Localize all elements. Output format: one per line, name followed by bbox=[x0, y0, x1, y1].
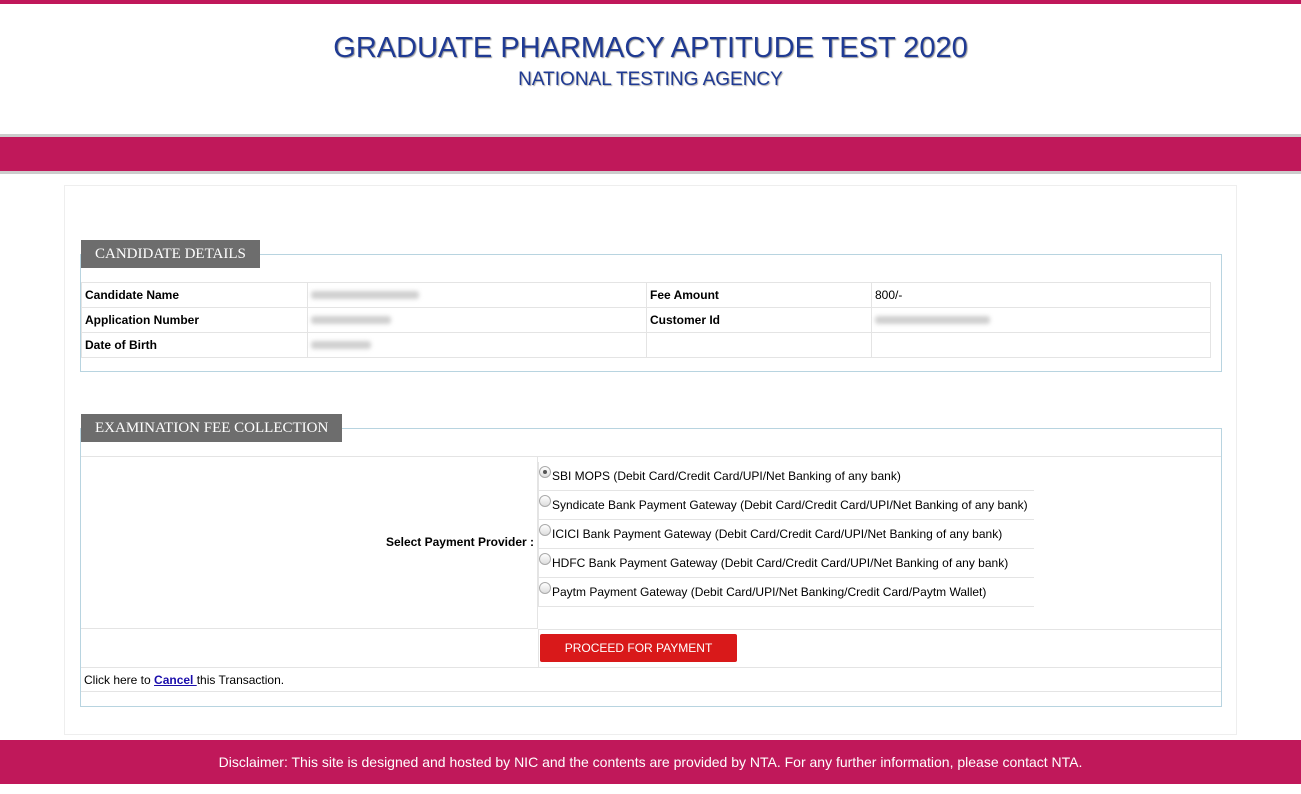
application-number-value bbox=[307, 307, 647, 333]
payment-option-label: Syndicate Bank Payment Gateway (Debit Ca… bbox=[552, 498, 1028, 512]
radio-button[interactable] bbox=[539, 553, 551, 565]
cancel-link[interactable]: Cancel bbox=[154, 673, 197, 687]
label: Application Number bbox=[81, 307, 308, 333]
empty-cell bbox=[871, 332, 1211, 358]
payment-option-label: Paytm Payment Gateway (Debit Card/UPI/Ne… bbox=[552, 585, 987, 599]
cancel-text: Click here to bbox=[84, 673, 155, 687]
proceed-for-payment-button[interactable]: PROCEED FOR PAYMENT bbox=[540, 634, 737, 662]
top-accent-bar bbox=[0, 0, 1301, 4]
empty-cell bbox=[646, 332, 872, 358]
select-provider-label: Select Payment Provider : bbox=[385, 535, 534, 549]
fee-collection-section: EXAMINATION FEE COLLECTION Select Paymen… bbox=[80, 414, 1222, 707]
payment-option[interactable]: Paytm Payment Gateway (Debit Card/UPI/Ne… bbox=[538, 578, 1034, 607]
provider-options: SBI MOPS (Debit Card/Credit Card/UPI/Net… bbox=[538, 462, 1034, 607]
candidate-details-section: CANDIDATE DETAILS Candidate Name Fee Amo… bbox=[80, 240, 1222, 372]
table-row: Candidate Name Fee Amount 800/- bbox=[81, 282, 1211, 308]
section-legend: EXAMINATION FEE COLLECTION bbox=[81, 414, 343, 442]
label: Candidate Name bbox=[81, 282, 308, 308]
payment-option[interactable]: ICICI Bank Payment Gateway (Debit Card/C… bbox=[538, 520, 1034, 549]
radio-button[interactable] bbox=[539, 582, 551, 594]
footer-disclaimer: Disclaimer: This site is designed and ho… bbox=[0, 740, 1301, 784]
radio-button[interactable] bbox=[539, 524, 551, 536]
payment-option[interactable]: Syndicate Bank Payment Gateway (Debit Ca… bbox=[538, 491, 1034, 520]
page-subtitle: NATIONAL TESTING AGENCY bbox=[518, 69, 783, 90]
payment-option-label: SBI MOPS (Debit Card/Credit Card/UPI/Net… bbox=[552, 469, 901, 483]
page-title: GRADUATE PHARMACY APTITUDE TEST 2020 bbox=[333, 32, 968, 64]
select-label-cell: Select Payment Provider : bbox=[81, 457, 538, 629]
payment-option-label: HDFC Bank Payment Gateway (Debit Card/Cr… bbox=[552, 556, 1009, 570]
cancel-row: Click here to Cancel this Transaction. bbox=[81, 667, 1221, 692]
cancel-text: this Transaction. bbox=[196, 673, 285, 687]
section-legend: CANDIDATE DETAILS bbox=[81, 240, 260, 268]
label: Fee Amount bbox=[646, 282, 872, 308]
radio-button[interactable] bbox=[539, 466, 551, 478]
payment-option-label: ICICI Bank Payment Gateway (Debit Card/C… bbox=[552, 527, 1003, 541]
main-content: CANDIDATE DETAILS Candidate Name Fee Amo… bbox=[64, 185, 1237, 735]
divider bbox=[538, 629, 1221, 630]
page-header: GRADUATE PHARMACY APTITUDE TEST 2020 NAT… bbox=[0, 4, 1301, 134]
payment-option[interactable]: HDFC Bank Payment Gateway (Debit Card/Cr… bbox=[538, 549, 1034, 578]
label: Customer Id bbox=[646, 307, 872, 333]
fee-amount-value: 800/- bbox=[871, 282, 1211, 308]
payment-option[interactable]: SBI MOPS (Debit Card/Credit Card/UPI/Net… bbox=[538, 462, 1034, 491]
divider bbox=[538, 629, 539, 667]
candidate-table: Candidate Name Fee Amount 800/- Applicat… bbox=[81, 282, 1211, 358]
customer-id-value bbox=[871, 307, 1211, 333]
label: Date of Birth bbox=[81, 332, 308, 358]
dob-value bbox=[307, 332, 647, 358]
candidate-name-value bbox=[307, 282, 647, 308]
radio-button[interactable] bbox=[539, 495, 551, 507]
payment-table: Select Payment Provider : SBI MOPS (Debi… bbox=[81, 456, 1221, 692]
nav-band bbox=[0, 134, 1301, 174]
table-row: Application Number Customer Id bbox=[81, 307, 1211, 333]
table-row: Date of Birth bbox=[81, 332, 1211, 358]
